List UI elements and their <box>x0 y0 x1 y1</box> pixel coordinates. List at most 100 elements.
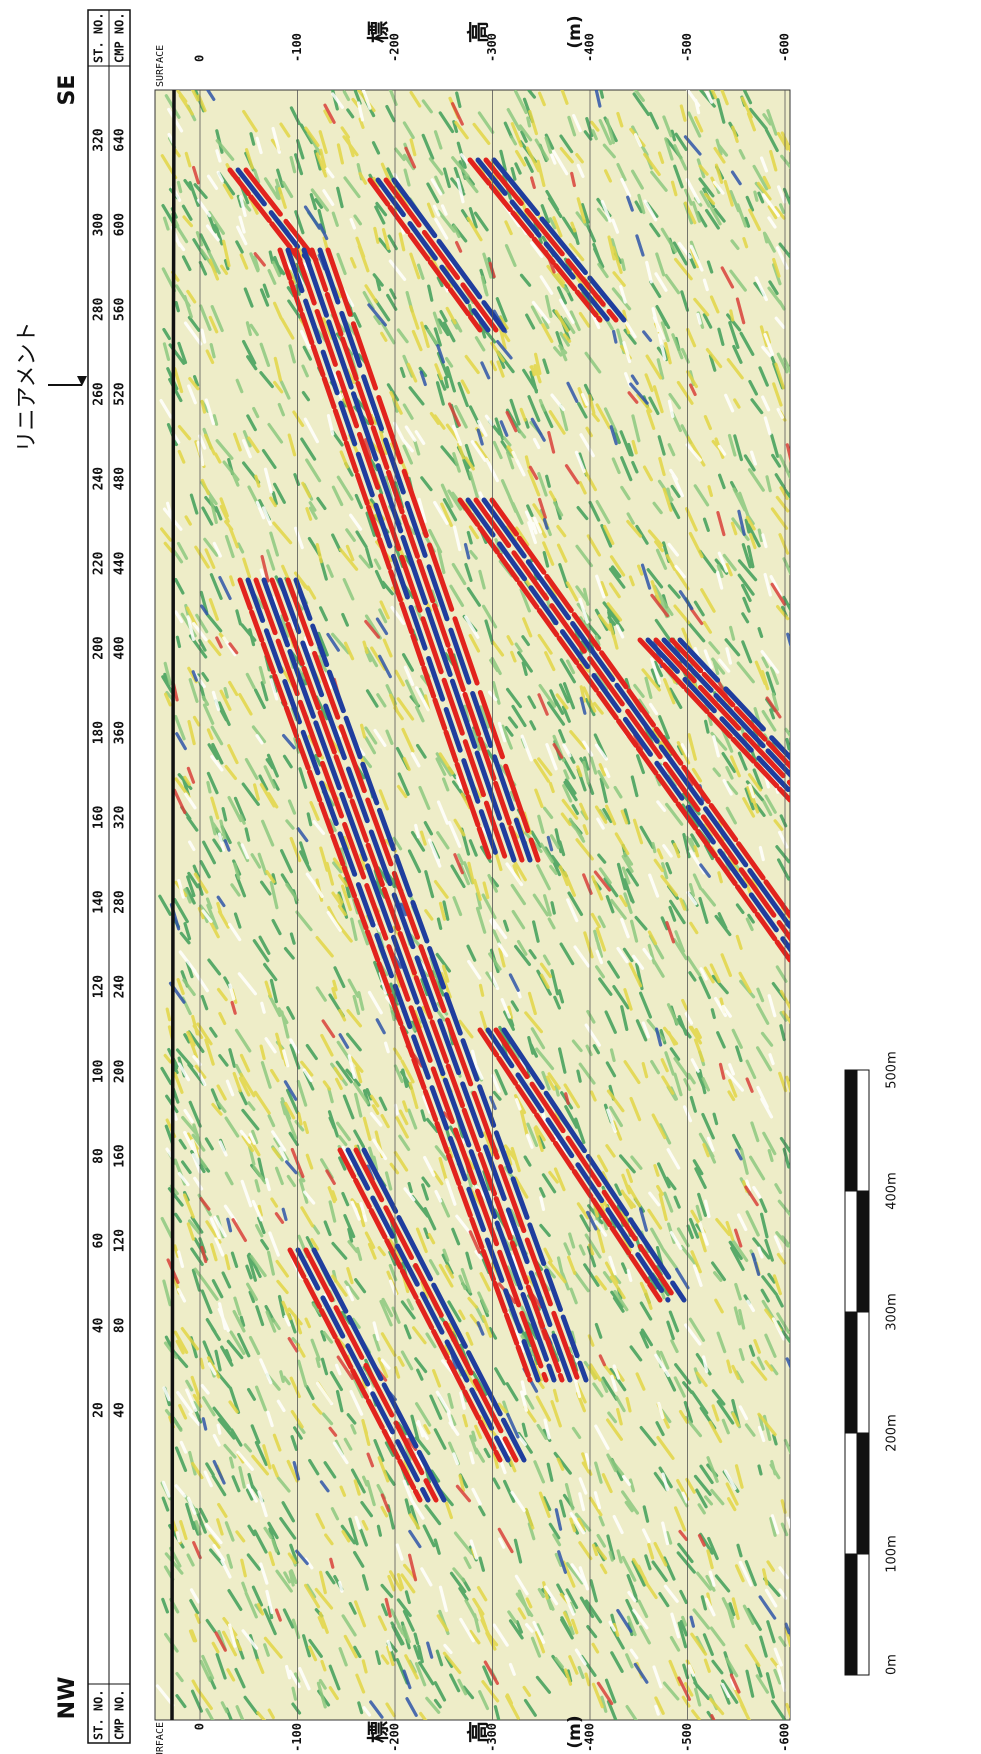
reflector-line <box>301 247 517 863</box>
cmp-number: 520 <box>113 382 128 406</box>
reflector-line <box>287 1247 423 1503</box>
cmp-number: 80 <box>113 1317 128 1333</box>
depth-label: -200 <box>388 1723 402 1752</box>
reflector-line <box>277 247 493 863</box>
cmp-number: 120 <box>113 1229 128 1253</box>
reflector-line <box>375 177 491 333</box>
scale-label: 100m <box>885 1535 900 1572</box>
axis-title: (m) <box>565 15 585 48</box>
reflector-line <box>269 577 565 1383</box>
cmp-number: 640 <box>113 128 128 152</box>
reflector-line <box>483 157 619 323</box>
scale-label: 0m <box>885 1654 900 1675</box>
cmp-number: 360 <box>113 721 128 745</box>
scale-segment <box>856 1311 870 1434</box>
station-number: 320 <box>92 128 107 152</box>
station-number: 40 <box>92 1317 107 1333</box>
reflector-line <box>475 157 611 323</box>
reflector-line <box>277 577 573 1383</box>
station-number: 120 <box>92 975 107 999</box>
cmp-number: 280 <box>113 890 128 914</box>
reflector-line <box>311 1247 447 1503</box>
depth-label: -100 <box>290 1723 304 1752</box>
reflector-line <box>491 157 627 323</box>
station-number: 300 <box>92 213 107 237</box>
reflector-line <box>285 577 581 1383</box>
reflector-line <box>285 247 501 863</box>
depth-label: -500 <box>680 1723 694 1752</box>
scale-label: 400m <box>885 1172 900 1209</box>
reflector-line <box>317 247 533 863</box>
station-number: 280 <box>92 297 107 321</box>
scale-label: 300m <box>885 1293 900 1330</box>
depth-grid <box>199 90 786 1720</box>
reflector-line <box>457 497 790 963</box>
station-number: 200 <box>92 636 107 660</box>
reflector-line <box>235 167 311 263</box>
reflector-line <box>481 497 790 963</box>
reflector-line <box>677 637 790 803</box>
direction-se: SE <box>55 75 80 106</box>
depth-label: -300 <box>485 33 499 62</box>
station-number: 60 <box>92 1233 107 1249</box>
cmp-number: 480 <box>113 467 128 491</box>
axis-title: 標 <box>367 1721 392 1743</box>
reflector-line <box>465 497 790 963</box>
reflector-line <box>367 177 483 333</box>
cmp-number: 560 <box>113 297 128 321</box>
reflector-line <box>645 637 790 803</box>
depth-label: -100 <box>290 33 304 62</box>
cmp-number: 160 <box>113 1144 128 1168</box>
reflector-line <box>325 247 541 863</box>
reflector-line <box>501 1027 687 1303</box>
scale-segment <box>844 1190 858 1313</box>
axis-title: (m) <box>565 1715 585 1748</box>
scale-segment <box>844 1553 858 1676</box>
cmp-number: 600 <box>113 213 128 237</box>
surface-label: SURFACE <box>155 1722 166 1754</box>
depth-label: -600 <box>778 33 792 62</box>
station-number: 80 <box>92 1148 107 1164</box>
scale-segment <box>844 1311 858 1434</box>
station-number: 140 <box>92 890 107 914</box>
scale-label: 500m <box>885 1051 900 1088</box>
cmp-number: 440 <box>113 551 128 575</box>
section-background <box>154 89 791 1721</box>
cmp-number: 40 <box>113 1402 128 1418</box>
reflector-line <box>653 637 790 803</box>
reflector-line <box>493 1027 679 1303</box>
reflector-line <box>477 1027 663 1303</box>
depth-label: -400 <box>583 1723 597 1752</box>
reflector-line <box>637 637 790 803</box>
reflector-line <box>245 577 541 1383</box>
scale-segment <box>856 1432 870 1555</box>
reflector-line <box>473 497 790 963</box>
reflector-line <box>309 247 525 863</box>
station-number: 20 <box>92 1402 107 1418</box>
reflector-line <box>489 497 790 963</box>
reflector-line <box>295 1247 431 1503</box>
reflector-line <box>253 577 549 1383</box>
station-number: 160 <box>92 805 107 829</box>
reflector-line <box>391 177 507 333</box>
scale-label: 200m <box>885 1414 900 1451</box>
row-label: CMP NO. <box>113 12 127 63</box>
annotation: リニアメント <box>15 322 40 453</box>
scale-segment <box>844 1432 858 1555</box>
depth-label: 0 <box>193 1723 207 1730</box>
reflector-line <box>261 577 557 1383</box>
depth-label: 0 <box>193 55 207 62</box>
cmp-number: 320 <box>113 805 128 829</box>
depth-label: -300 <box>485 1723 499 1752</box>
reflector-line <box>293 247 509 863</box>
station-number: 240 <box>92 467 107 491</box>
reflector-line <box>485 1027 671 1303</box>
axis-title: 高 <box>466 21 492 43</box>
depth-label: -600 <box>778 1723 792 1752</box>
cmp-number: 400 <box>113 636 128 660</box>
reflector-line <box>227 167 303 263</box>
reflector-line <box>303 1247 439 1503</box>
